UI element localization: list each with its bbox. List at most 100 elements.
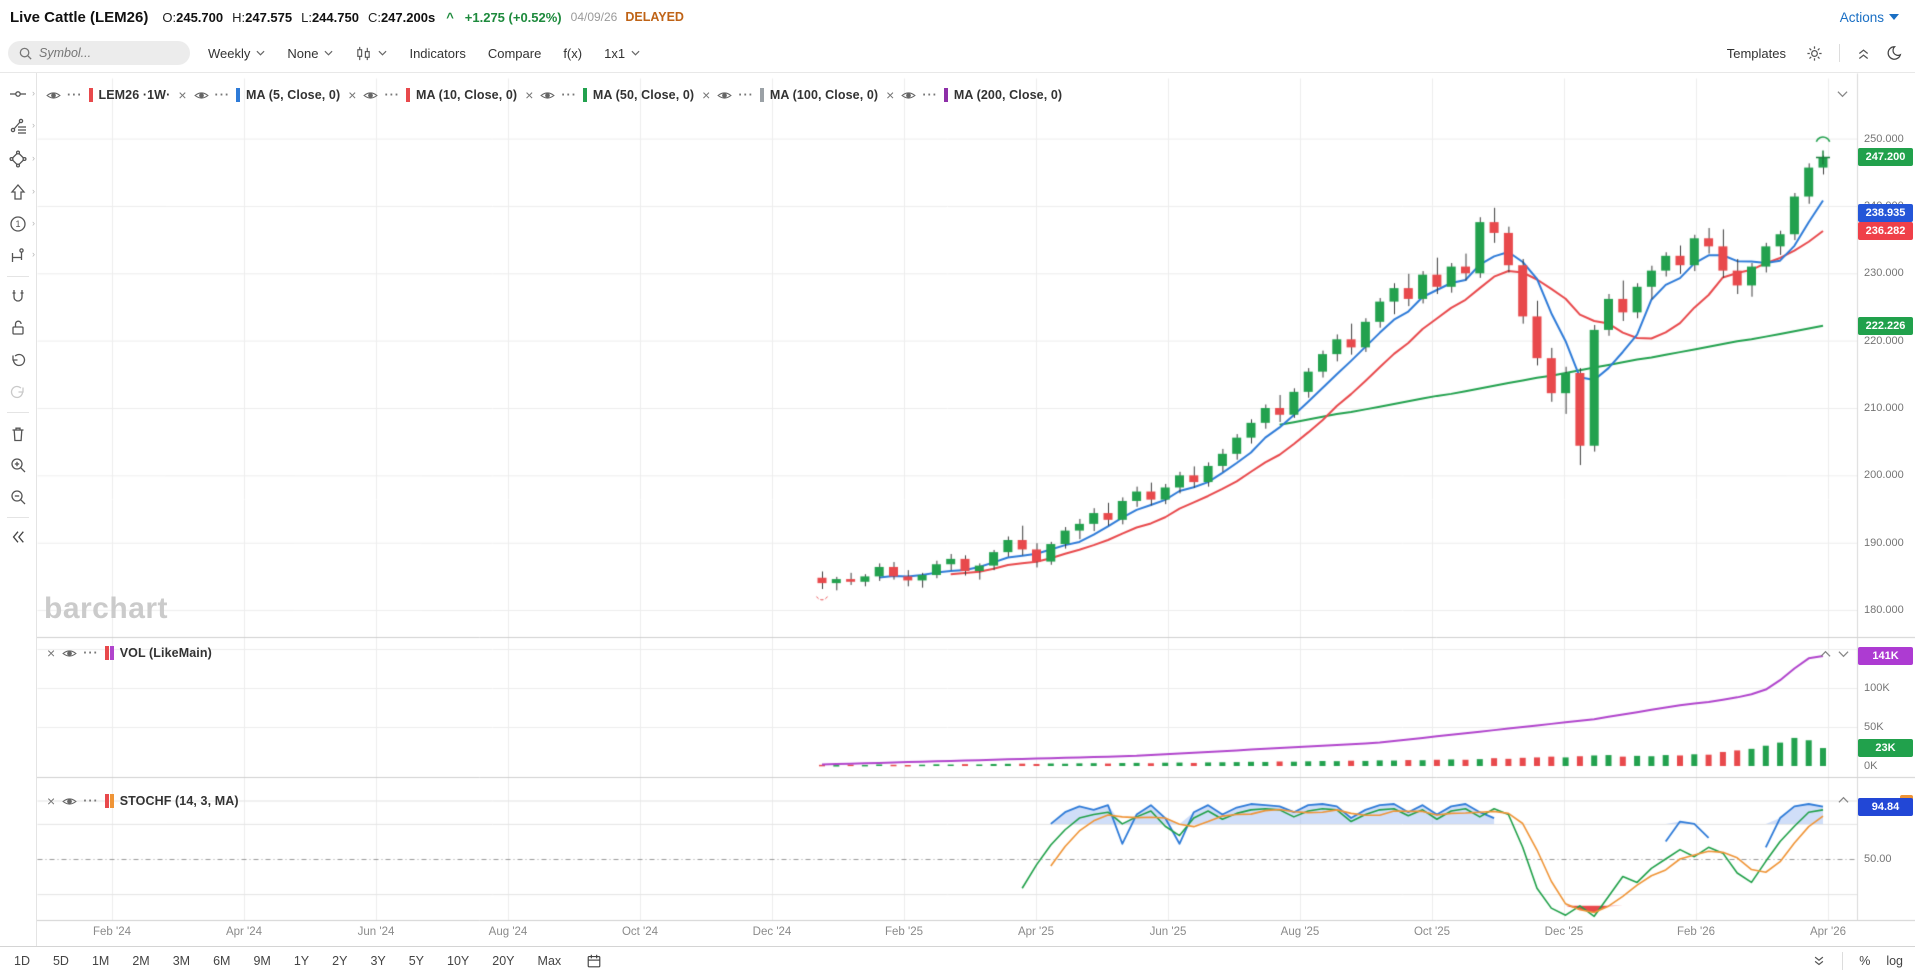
gear-icon[interactable] xyxy=(1806,45,1823,62)
range-button-6m[interactable]: 6M xyxy=(213,953,231,968)
range-button-1d[interactable]: 1D xyxy=(14,953,30,968)
change-arrow-icon: ^ xyxy=(446,9,454,25)
log-scale-toggle[interactable]: log xyxy=(1886,953,1903,968)
range-button-3y[interactable]: 3Y xyxy=(370,953,386,968)
indicator-options-icon[interactable]: ··· xyxy=(83,646,99,660)
drawing-tools-sidebar: › › › › 1 › › xyxy=(0,73,37,946)
submenu-arrow-icon: › xyxy=(32,249,35,259)
indicator-options-icon[interactable]: ··· xyxy=(83,794,99,808)
symbol-search[interactable] xyxy=(8,41,190,65)
collapse-price-panel-icon[interactable] xyxy=(1837,90,1848,98)
eye-icon[interactable] xyxy=(193,90,209,101)
measure-tool[interactable]: › xyxy=(0,242,36,268)
stoch-value-badge: 94.84 xyxy=(1858,797,1913,816)
close-indicator-icon[interactable]: × xyxy=(886,87,895,103)
time-axis-label: Feb '25 xyxy=(885,926,923,938)
expand-volume-panel-icon[interactable] xyxy=(1820,650,1831,658)
templates-button[interactable]: Templates xyxy=(1727,46,1786,61)
range-button-2y[interactable]: 2Y xyxy=(332,953,348,968)
period-select[interactable]: Weekly xyxy=(208,46,265,61)
range-button-1y[interactable]: 1Y xyxy=(293,953,310,968)
magnet-icon xyxy=(12,290,24,302)
divider xyxy=(1839,44,1840,62)
eye-icon[interactable] xyxy=(62,796,77,807)
indicator-color-swatch xyxy=(104,794,114,808)
fx-button[interactable]: f(x) xyxy=(563,46,582,61)
compare-mode-select[interactable]: None xyxy=(287,46,333,61)
svg-text:1: 1 xyxy=(15,219,20,229)
range-button-20y[interactable]: 20Y xyxy=(492,953,515,968)
caret-down-icon xyxy=(631,50,640,56)
sidebar-separator xyxy=(7,517,29,518)
close-indicator-icon[interactable]: × xyxy=(702,87,711,103)
eye-icon[interactable] xyxy=(62,648,77,659)
grid-layout-select[interactable]: 1x1 xyxy=(604,46,640,61)
range-button-2m[interactable]: 2M xyxy=(132,953,150,968)
range-button-9m[interactable]: 9M xyxy=(253,953,271,968)
indicator-options-icon[interactable]: ··· xyxy=(214,88,231,102)
stoch-legend-item: × ··· STOCHF (14, 3, MA) xyxy=(46,793,239,809)
expand-panel-icon[interactable] xyxy=(1856,46,1871,61)
dark-mode-moon-icon[interactable] xyxy=(1887,45,1903,61)
magnet-tool[interactable] xyxy=(0,283,36,309)
actions-menu[interactable]: Actions xyxy=(1840,10,1899,25)
redo-button[interactable] xyxy=(0,379,36,405)
lock-tool[interactable] xyxy=(0,314,36,340)
expand-stoch-panel-icon[interactable] xyxy=(1838,796,1849,804)
delete-button[interactable] xyxy=(0,421,36,447)
range-button-1m[interactable]: 1M xyxy=(91,953,110,968)
indicators-button[interactable]: Indicators xyxy=(409,46,465,61)
close-indicator-icon[interactable]: × xyxy=(178,87,187,103)
close-indicator-icon[interactable]: × xyxy=(47,645,56,661)
submenu-arrow-icon: › xyxy=(32,186,35,196)
range-button-3m[interactable]: 3M xyxy=(172,953,191,968)
time-axis-label: Oct '25 xyxy=(1413,926,1451,938)
close-indicator-icon[interactable]: × xyxy=(47,793,56,809)
price-tick-label: 180.000 xyxy=(1864,604,1904,617)
annotation-tool[interactable]: 1 › xyxy=(0,211,36,237)
indicator-options-icon[interactable]: ··· xyxy=(384,88,400,102)
close-indicator-icon[interactable]: × xyxy=(525,87,534,103)
collapse-sidebar-button[interactable] xyxy=(0,524,36,550)
search-input[interactable] xyxy=(39,46,169,60)
time-axis-label: Oct '24 xyxy=(621,926,659,938)
indicator-options-icon[interactable]: ··· xyxy=(738,88,754,102)
compare-button[interactable]: Compare xyxy=(488,46,541,61)
close-indicator-icon[interactable]: × xyxy=(348,87,357,103)
arrow-tool[interactable]: › xyxy=(0,179,36,205)
eye-icon[interactable] xyxy=(540,90,556,101)
templates-label: Templates xyxy=(1726,45,1786,61)
calendar-icon[interactable] xyxy=(586,953,602,969)
trendlines-tool[interactable]: › xyxy=(0,113,36,139)
indicator-options-icon[interactable]: ··· xyxy=(67,88,83,102)
range-button-5y[interactable]: 5Y xyxy=(408,953,425,968)
price-tick-label: 200.000 xyxy=(1864,469,1904,482)
eye-icon[interactable] xyxy=(901,90,917,101)
range-button-10y[interactable]: 10Y xyxy=(447,953,470,968)
collapse-volume-panel-icon[interactable] xyxy=(1838,650,1849,658)
percent-scale-toggle[interactable]: % xyxy=(1859,953,1871,968)
range-button-5d[interactable]: 5D xyxy=(52,953,69,968)
eye-icon[interactable] xyxy=(46,90,61,101)
zoom-out-icon xyxy=(11,490,26,505)
eye-icon[interactable] xyxy=(363,90,379,101)
crosshair-tool[interactable]: › xyxy=(0,81,36,107)
low-label: L: xyxy=(301,9,312,25)
shapes-tool[interactable]: › xyxy=(0,146,36,172)
price-tick-label: 250.000 xyxy=(1864,132,1904,145)
scroll-down-chevrons-icon[interactable] xyxy=(1812,954,1826,968)
zoom-in-icon xyxy=(11,458,26,473)
zoom-out-button[interactable] xyxy=(0,484,36,510)
price-legend-label: MA (100, Close, 0) xyxy=(769,88,879,102)
indicators-label: Indicators xyxy=(409,45,466,61)
price-legend-item: × ··· MA (10, Close, 0) xyxy=(347,87,517,103)
undo-button[interactable] xyxy=(0,347,36,373)
indicator-options-icon[interactable]: ··· xyxy=(922,88,938,102)
chart-type-select[interactable] xyxy=(355,45,387,62)
eye-icon[interactable] xyxy=(717,90,733,101)
zoom-in-button[interactable] xyxy=(0,452,36,478)
range-button-max[interactable]: Max xyxy=(537,953,562,968)
time-axis-label: Aug '24 xyxy=(488,926,528,938)
indicator-options-icon[interactable]: ··· xyxy=(561,88,577,102)
